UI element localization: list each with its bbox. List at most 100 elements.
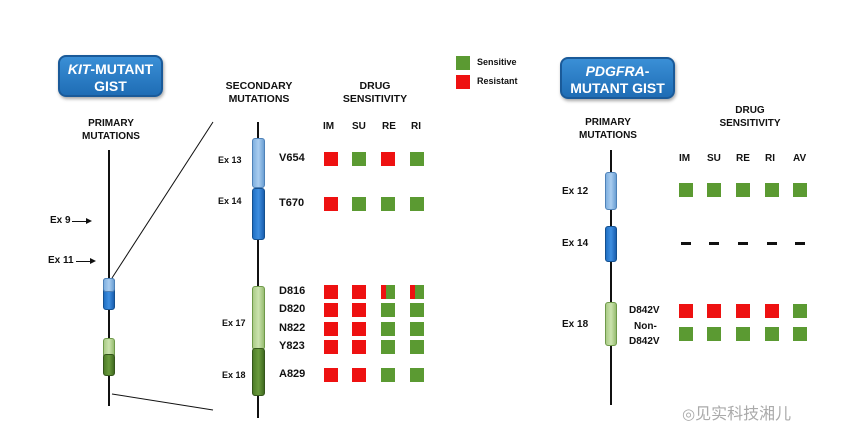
kit-drug-sensitivity-header: DRUG SENSITIVITY: [330, 80, 420, 106]
kit-cell-y823-im: [324, 340, 338, 354]
legend-sensitive-label: Sensitive: [477, 57, 517, 67]
kit-mutation-v654: V654: [279, 152, 305, 164]
pdgfra-drug-av: AV: [793, 153, 807, 164]
kit-drug-line1: DRUG: [359, 80, 391, 92]
kit-ex17-label: Ex 17: [222, 318, 246, 328]
kit-mutation-t670: T670: [279, 197, 305, 209]
pdgfra-drug-sensitivity-header: DRUG SENSITIVITY: [700, 104, 800, 130]
kit-cell-n822-ri: [410, 322, 424, 336]
kit-cell-v654-im: [324, 152, 338, 166]
kit-zoom-line-top: [111, 121, 214, 279]
kit-cell-d816-su: [352, 285, 366, 299]
pdgfra-cell-ex14-su: [709, 242, 719, 245]
legend-resistant-swatch: [456, 75, 470, 89]
kit-drug-line2: SENSITIVITY: [342, 93, 408, 105]
kit-mutation-y823: Y823: [279, 340, 305, 352]
pdgfra-cell-d842v-su: [707, 304, 721, 318]
kit-cell-a829-ri: [410, 368, 424, 382]
pdgfra-primary-line2: MUTATIONS: [579, 130, 637, 141]
kit-drug-im: IM: [323, 121, 335, 132]
kit-badge-line2: GIST: [94, 78, 127, 94]
kit-cell-n822-im: [324, 322, 338, 336]
pdgfra-drug-su: SU: [707, 153, 721, 164]
pdgfra-drug-re: RE: [736, 153, 750, 164]
kit-badge-italic: KIT: [67, 61, 91, 77]
kit-cell-d816-im: [324, 285, 338, 299]
kit-primary-ex9-label: Ex 9: [50, 215, 71, 226]
pdgfra-drug-line2: SENSITIVITY: [719, 118, 781, 129]
kit-cell-v654-su: [352, 152, 366, 166]
pdgfra-cell-ex14-av: [795, 242, 805, 245]
pdgfra-ex18-segment: [605, 302, 617, 346]
kit-secondary-ex14-segment: [252, 188, 265, 240]
kit-mutation-d816: D816: [279, 285, 306, 297]
pdgfra-drug-ri: RI: [765, 153, 775, 164]
kit-mutation-n822: N822: [279, 322, 306, 334]
kit-mutant-gist-badge: KIT-MUTANT GIST: [58, 55, 163, 97]
pdgfra-cell-d842v-ri: [765, 304, 779, 318]
kit-zoom-line-bottom: [111, 393, 214, 411]
kit-cell-t670-ri: [410, 197, 424, 211]
kit-cell-v654-ri: [410, 152, 424, 166]
kit-drug-ri: RI: [411, 121, 421, 132]
pdgfra-cell-d842v-re: [736, 304, 750, 318]
pdgfra-cell-non-d842v-re: [736, 327, 750, 341]
kit-cell-y823-su: [352, 340, 366, 354]
kit-ex13-label: Ex 13: [218, 155, 242, 165]
pdgfra-ex14-segment: [605, 226, 617, 262]
kit-primary-ex11-arrow: [76, 258, 96, 264]
kit-ex14-label: Ex 14: [218, 196, 242, 206]
kit-cell-v654-re: [381, 152, 395, 166]
kit-cell-t670-su: [352, 197, 366, 211]
kit-badge-rest: -MUTANT: [90, 61, 154, 77]
kit-cell-d816-ri: [410, 285, 424, 299]
pdgfra-mutant-gist-badge: PDGFRA- MUTANT GIST: [560, 57, 675, 99]
kit-cell-d820-im: [324, 303, 338, 317]
kit-mutation-d820: D820: [279, 303, 306, 315]
kit-cell-y823-re: [381, 340, 395, 354]
kit-secondary-mutations-header: SECONDARY MUTATIONS: [214, 80, 304, 106]
pdgfra-cell-non-d842v-su: [707, 327, 721, 341]
pdgfra-cell-ex12-av: [793, 183, 807, 197]
pdgfra-cell-non-d842v-ri: [765, 327, 779, 341]
watermark: ◎见实科技湘儿: [682, 400, 791, 424]
kit-secondary-ex13-segment: [252, 138, 265, 188]
kit-secondary-line2: MUTATIONS: [228, 93, 290, 105]
pdgfra-cell-ex12-ri: [765, 183, 779, 197]
kit-mutation-a829: A829: [279, 368, 306, 380]
pdgfra-cell-ex14-re: [738, 242, 748, 245]
pdgfra-gene-line: [610, 150, 612, 405]
pdgfra-cell-d842v-im: [679, 304, 693, 318]
pdgfra-drug-im: IM: [679, 153, 691, 164]
kit-cell-y823-ri: [410, 340, 424, 354]
pdgfra-drug-line1: DRUG: [735, 105, 765, 116]
kit-cell-d820-re: [381, 303, 395, 317]
kit-cell-n822-su: [352, 322, 366, 336]
kit-primary-mutations-header: PRIMARY MUTATIONS: [66, 117, 156, 143]
kit-ex18-label: Ex 18: [222, 370, 246, 380]
pdgfra-cell-non-d842v-im: [679, 327, 693, 341]
kit-drug-re: RE: [382, 121, 396, 132]
kit-primary-ex18-segment: [103, 354, 115, 376]
pdgfra-mutation-d842v: D842V: [629, 305, 660, 316]
kit-primary-line2: MUTATIONS: [82, 131, 140, 142]
kit-cell-n822-re: [381, 322, 395, 336]
kit-secondary-gene-line: [257, 122, 259, 418]
pdgfra-badge-italic: PDGFRA: [585, 63, 645, 79]
pdgfra-mutation-non-d842v: D842V: [629, 336, 660, 347]
pdgfra-ex18-label: Ex 18: [562, 319, 589, 330]
kit-cell-t670-re: [381, 197, 395, 211]
kit-cell-a829-im: [324, 368, 338, 382]
pdgfra-ex12-label: Ex 12: [562, 186, 589, 197]
legend-sensitive-swatch: [456, 56, 470, 70]
kit-cell-d820-su: [352, 303, 366, 317]
pdgfra-cell-ex14-ri: [767, 242, 777, 245]
pdgfra-badge-rest: -: [644, 63, 650, 79]
pdgfra-primary-mutations-header: PRIMARY MUTATIONS: [563, 116, 653, 142]
legend-resistant-label: Resistant: [477, 76, 518, 86]
kit-cell-a829-su: [352, 368, 366, 382]
pdgfra-cell-ex12-su: [707, 183, 721, 197]
kit-cell-d816-re: [381, 285, 395, 299]
pdgfra-cell-non-d842v-av: [793, 327, 807, 341]
